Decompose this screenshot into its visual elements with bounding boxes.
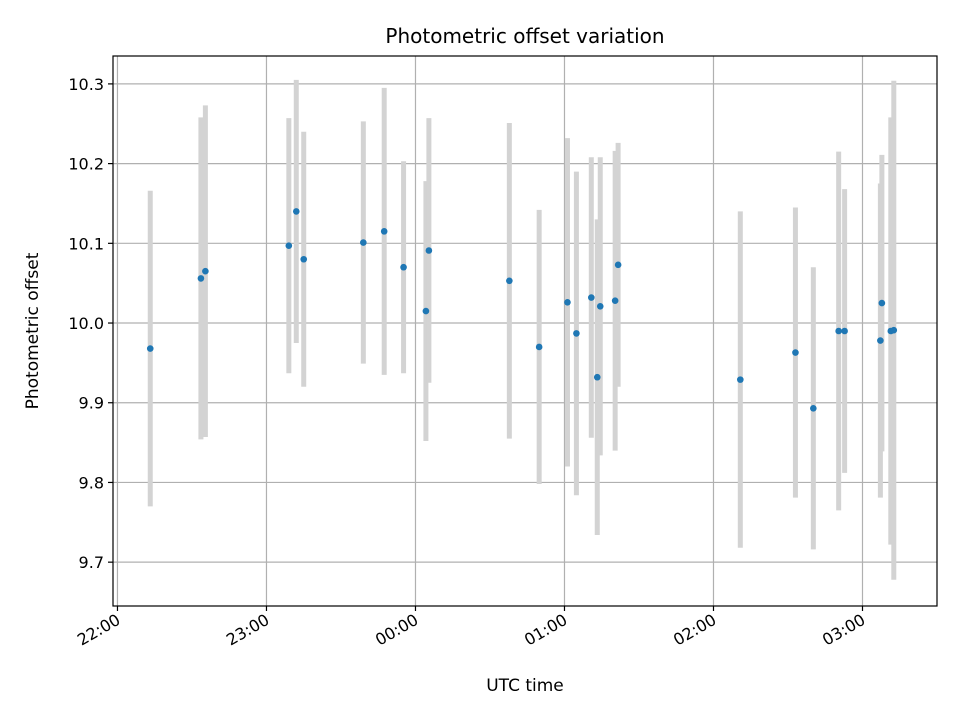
data-point (593, 373, 601, 381)
data-point (835, 327, 842, 335)
y-tick-label: 9.9 (79, 394, 104, 413)
y-tick-label: 10.3 (68, 75, 104, 94)
data-points (146, 208, 898, 412)
data-point (596, 302, 604, 310)
data-point (611, 297, 619, 305)
y-axis-label: Photometric offset (23, 252, 43, 409)
grid (113, 56, 937, 606)
data-point (573, 330, 580, 337)
y-tick-label: 9.7 (79, 553, 104, 572)
data-point (841, 327, 848, 335)
data-point (877, 337, 884, 344)
data-point (285, 242, 293, 250)
y-tick-label: 9.8 (79, 473, 104, 492)
x-axis-label: UTC time (486, 676, 564, 696)
data-point (380, 228, 388, 235)
data-point (202, 267, 209, 275)
data-point (360, 239, 367, 246)
data-point (737, 376, 744, 383)
y-tick-label: 10.2 (68, 155, 104, 174)
data-point (810, 405, 817, 412)
data-point (792, 349, 799, 356)
data-point (878, 299, 886, 307)
data-point (564, 299, 571, 306)
data-point (422, 307, 430, 315)
y-axis-ticks: 9.7 9.8 9.9 10.0 10.1 10.2 10.3 (68, 75, 113, 572)
y-tick-label: 10.0 (68, 314, 104, 333)
data-point (506, 277, 513, 285)
data-point (890, 326, 898, 334)
data-point (614, 261, 622, 269)
data-point (588, 294, 595, 301)
chart-title: Photometric offset variation (385, 24, 664, 48)
data-point (197, 275, 205, 282)
data-point (292, 208, 300, 215)
data-point (146, 345, 154, 352)
data-point (535, 343, 543, 351)
y-tick-label: 10.1 (68, 234, 104, 253)
data-point (300, 255, 308, 263)
data-point (400, 263, 407, 271)
data-point (425, 247, 433, 254)
plot-frame (112, 55, 938, 607)
